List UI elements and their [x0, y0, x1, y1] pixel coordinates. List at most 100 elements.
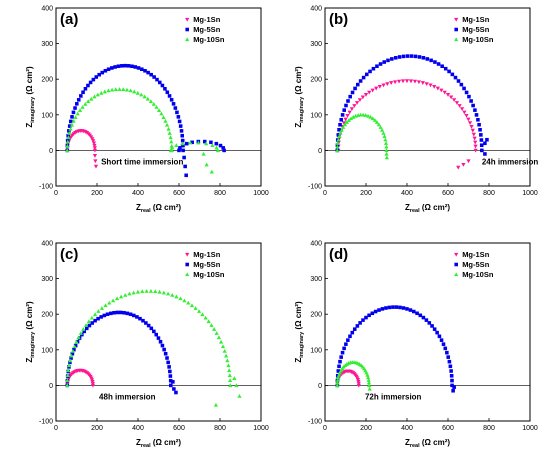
data-point — [232, 376, 237, 380]
data-point — [73, 106, 77, 110]
data-point — [209, 323, 214, 327]
data-point — [336, 137, 341, 142]
data-point — [473, 140, 478, 145]
data-point — [397, 55, 402, 59]
data-point — [136, 66, 141, 70]
data-point — [340, 350, 345, 355]
data-point — [167, 94, 172, 98]
legend-marker — [454, 252, 459, 257]
series-mg-10sn — [335, 112, 390, 160]
data-point — [363, 93, 369, 97]
data-point — [473, 148, 478, 153]
data-point — [462, 86, 466, 91]
data-point — [106, 88, 111, 93]
data-point — [72, 344, 77, 349]
data-point — [433, 60, 437, 64]
data-point — [159, 111, 164, 116]
data-point — [168, 148, 173, 153]
data-point — [234, 383, 239, 388]
data-point — [462, 110, 467, 115]
data-point — [148, 99, 153, 104]
data-point — [342, 122, 348, 127]
chart-panel-c: 0 200 400 600 800 1000-1000100200300400(c)Zre… — [25, 241, 269, 450]
data-point — [409, 54, 414, 58]
data-point — [370, 88, 375, 93]
data-point — [370, 311, 375, 316]
data-point — [398, 305, 402, 310]
data-point — [65, 373, 70, 378]
data-point — [190, 140, 194, 145]
data-point — [174, 390, 178, 395]
data-point — [119, 294, 124, 299]
data-point — [337, 127, 341, 132]
data-point — [177, 119, 182, 124]
data-point — [221, 146, 225, 150]
data-point — [421, 56, 426, 60]
legend-marker — [454, 27, 458, 32]
immersion-annotation: 24h immersion — [482, 158, 539, 167]
data-point — [412, 79, 418, 84]
data-point — [202, 139, 207, 144]
y-tick-label: 0 — [318, 148, 322, 155]
data-point — [394, 305, 399, 309]
data-point — [113, 87, 118, 92]
data-point — [83, 86, 88, 91]
data-point — [124, 87, 130, 92]
data-point — [114, 296, 120, 301]
series-mg-10sn — [335, 360, 372, 391]
data-point — [108, 311, 113, 316]
data-point — [384, 155, 390, 160]
data-point — [153, 289, 158, 294]
data-point — [485, 137, 489, 142]
data-point — [389, 81, 394, 85]
data-point — [449, 95, 454, 100]
data-point — [464, 114, 469, 118]
data-point — [93, 312, 98, 317]
data-point — [469, 99, 473, 103]
data-point — [161, 290, 166, 295]
data-point — [152, 329, 156, 334]
data-point — [154, 332, 159, 337]
x-axis-label: Zreal (Ω cm²) — [405, 438, 450, 449]
panel-label: (d) — [329, 246, 348, 263]
data-point — [203, 315, 208, 320]
data-point — [165, 356, 169, 360]
data-point — [90, 137, 95, 141]
data-point — [346, 99, 350, 103]
data-point — [204, 162, 209, 167]
data-point — [379, 127, 385, 132]
data-point — [381, 131, 386, 135]
data-point — [344, 120, 349, 124]
data-point — [393, 56, 398, 60]
data-point — [68, 119, 73, 124]
data-point — [357, 98, 362, 103]
data-point — [107, 300, 112, 305]
data-point — [355, 324, 360, 328]
data-point — [158, 339, 163, 344]
data-point — [146, 70, 150, 75]
data-point — [450, 72, 455, 77]
data-point — [196, 140, 201, 145]
data-point — [421, 315, 426, 320]
data-point — [77, 108, 83, 112]
legend-marker — [185, 262, 189, 267]
data-point — [68, 360, 72, 365]
data-point — [237, 393, 242, 398]
data-point — [193, 306, 198, 310]
data-point — [336, 369, 341, 373]
data-point — [479, 143, 484, 147]
y-tick-label: 300 — [310, 41, 322, 48]
data-point — [167, 131, 172, 135]
data-point — [384, 306, 388, 310]
x-tick-label: 600 — [442, 425, 454, 432]
data-point — [161, 115, 166, 119]
data-point — [439, 88, 444, 93]
data-point — [348, 94, 352, 99]
data-point — [347, 110, 352, 115]
data-point — [68, 126, 73, 131]
data-point — [133, 65, 138, 69]
data-point — [112, 310, 116, 315]
data-point — [65, 139, 70, 144]
data-point — [396, 79, 402, 84]
